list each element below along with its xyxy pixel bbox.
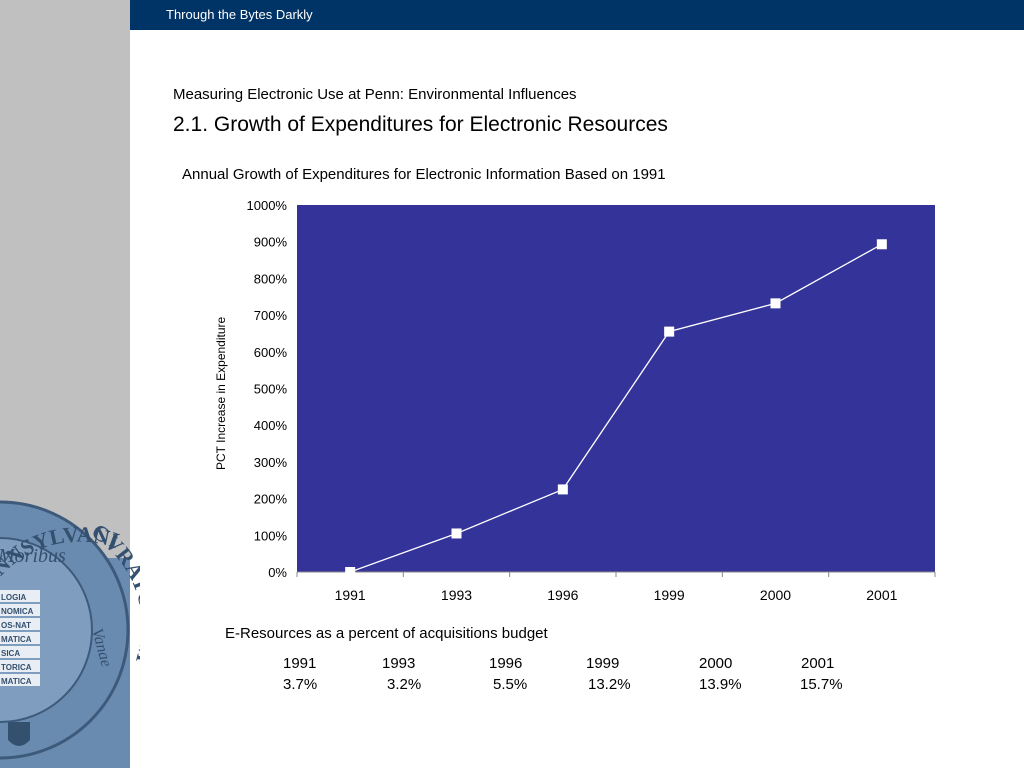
slide-title: 2.1. Growth of Expenditures for Electron… (173, 113, 668, 136)
table-value: 3.2% (387, 676, 422, 693)
seal-banner (0, 674, 40, 686)
seal-banner (0, 604, 40, 616)
data-point (557, 484, 568, 495)
budget-table-title: E-Resources as a percent of acquisitions… (225, 625, 548, 642)
seal-banner (0, 632, 40, 644)
data-point (345, 567, 356, 577)
chart-title: Annual Growth of Expenditures for Electr… (182, 166, 666, 183)
seal-banner-text: MATICA (1, 635, 32, 644)
data-point (664, 326, 675, 337)
x-tick-label: 2000 (760, 587, 791, 603)
seal-banner-text: OS-NAT (1, 621, 31, 630)
seal-banner-text: LOGIA (1, 593, 27, 602)
data-point (770, 298, 781, 309)
seal-banners: LOGIA NOMICA OS-NAT MATICA SICA TORICA MATICA (0, 590, 40, 686)
table-value: 15.7% (800, 676, 843, 693)
university-seal-logo: PENNSYLVANIENSIS CVRATORVM Moribus Vanae… (0, 490, 140, 768)
table-year: 1996 (489, 655, 523, 672)
y-tick-label: 300% (254, 455, 288, 470)
seal-banner-text: MATICA (1, 677, 32, 686)
table-year: 1993 (382, 655, 416, 672)
y-tick-label: 800% (254, 271, 288, 286)
data-point (876, 239, 887, 250)
line-chart: 0% 100% 200% 300% 400% 500% 600% 700% 800% 900% 10… (247, 198, 936, 603)
table-value: 13.2% (588, 676, 631, 693)
header-bar: Through the Bytes Darkly (130, 0, 1024, 30)
seal-banner (0, 646, 40, 658)
y-tick-label: 200% (254, 492, 288, 507)
series-line (349, 243, 883, 573)
left-sidebar (0, 0, 130, 558)
x-tick-label: 2001 (866, 587, 897, 603)
y-tick-label: 1000% (247, 198, 288, 213)
y-tick-label: 100% (254, 528, 288, 543)
table-value: 3.7% (283, 676, 318, 693)
y-tick-label: 700% (254, 308, 288, 323)
table-value: 13.9% (699, 676, 742, 693)
data-point (451, 528, 462, 539)
x-tick-label: 1999 (654, 587, 685, 603)
x-tick-label: 1996 (547, 587, 578, 603)
seal-banner-text: NOMICA (1, 607, 34, 616)
y-tick-label: 400% (254, 418, 288, 433)
y-tick-label: 0% (268, 565, 287, 580)
table-year: 2000 (699, 655, 733, 672)
plot-area (297, 205, 935, 572)
table-year: 2001 (801, 655, 835, 672)
x-tick-label: 1991 (335, 587, 366, 603)
header-title: Through the Bytes Darkly (166, 7, 313, 22)
slide-subtitle: Measuring Electronic Use at Penn: Enviro… (173, 86, 577, 103)
x-tick-label: 1993 (441, 587, 472, 603)
table-year: 1999 (586, 655, 620, 672)
seal-motto: Moribus (0, 545, 66, 567)
y-tick-label: 600% (254, 345, 288, 360)
seal-banner (0, 660, 40, 672)
seal-banner (0, 618, 40, 630)
y-tick-label: 900% (254, 235, 288, 250)
seal-banner-text: TORICA (1, 663, 32, 672)
table-year: 1991 (283, 655, 317, 672)
seal-banner-text: SICA (1, 649, 20, 658)
seal-banner (0, 590, 40, 602)
y-tick-label: 500% (254, 382, 288, 397)
table-value: 5.5% (493, 676, 528, 693)
